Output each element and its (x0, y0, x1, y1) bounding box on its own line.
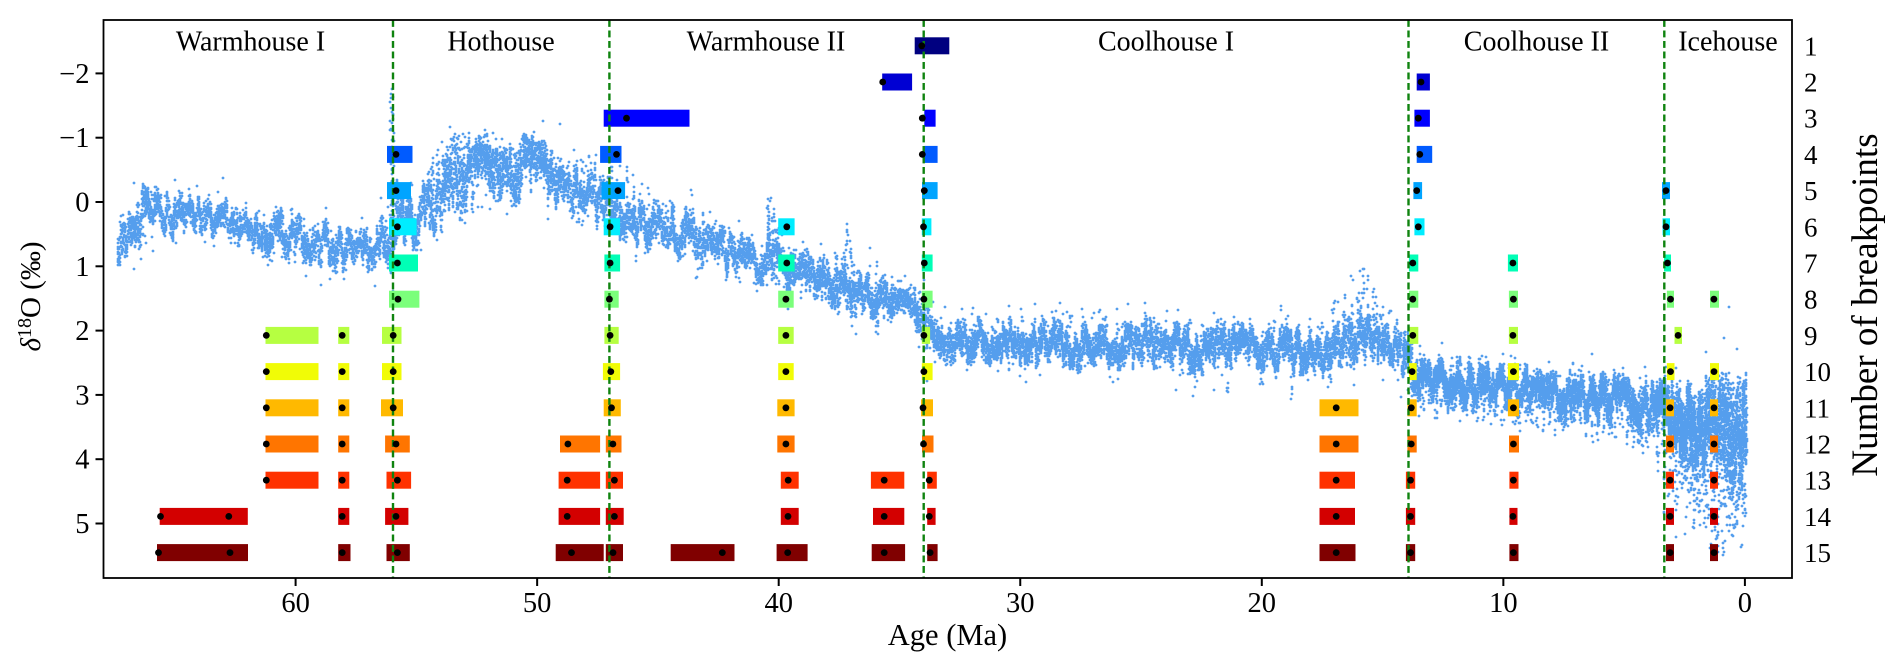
svg-text:4: 4 (1804, 140, 1818, 170)
svg-text:15: 15 (1804, 538, 1831, 568)
svg-text:Coolhouse I: Coolhouse I (1098, 27, 1234, 58)
svg-text:50: 50 (523, 588, 552, 619)
svg-text:0: 0 (1738, 588, 1752, 619)
svg-text:3: 3 (1804, 104, 1818, 134)
svg-text:60: 60 (281, 588, 310, 619)
svg-text:5: 5 (1804, 176, 1818, 206)
svg-text:−1: −1 (59, 123, 89, 154)
svg-text:1: 1 (75, 252, 89, 283)
svg-text:6: 6 (1804, 212, 1818, 242)
svg-text:4: 4 (75, 445, 89, 476)
svg-text:Coolhouse II: Coolhouse II (1464, 27, 1609, 58)
svg-text:8: 8 (1804, 285, 1818, 315)
svg-text:7: 7 (1804, 249, 1818, 279)
svg-text:δ18O (‰): δ18O (‰) (14, 242, 47, 352)
svg-text:10: 10 (1804, 357, 1831, 387)
svg-text:0: 0 (75, 188, 89, 219)
svg-text:−2: −2 (59, 59, 89, 90)
svg-text:1: 1 (1804, 31, 1818, 61)
svg-text:5: 5 (75, 509, 89, 540)
svg-text:2: 2 (1804, 68, 1818, 98)
svg-text:Age (Ma): Age (Ma) (888, 618, 1007, 652)
svg-text:12: 12 (1804, 430, 1831, 460)
svg-text:Warmhouse I: Warmhouse I (176, 27, 325, 58)
svg-text:13: 13 (1804, 466, 1831, 496)
svg-text:3: 3 (75, 380, 89, 411)
svg-text:Number of breakpoints: Number of breakpoints (1845, 133, 1886, 476)
svg-text:Hothouse: Hothouse (447, 27, 554, 58)
svg-text:10: 10 (1489, 588, 1518, 619)
svg-text:Warmhouse II: Warmhouse II (687, 27, 846, 58)
svg-text:9: 9 (1804, 321, 1818, 351)
svg-text:14: 14 (1804, 502, 1832, 532)
svg-text:40: 40 (764, 588, 793, 619)
svg-text:11: 11 (1804, 393, 1830, 423)
svg-text:20: 20 (1248, 588, 1277, 619)
svg-text:2: 2 (75, 316, 89, 347)
svg-text:30: 30 (1006, 588, 1035, 619)
svg-text:Icehouse: Icehouse (1678, 27, 1778, 58)
